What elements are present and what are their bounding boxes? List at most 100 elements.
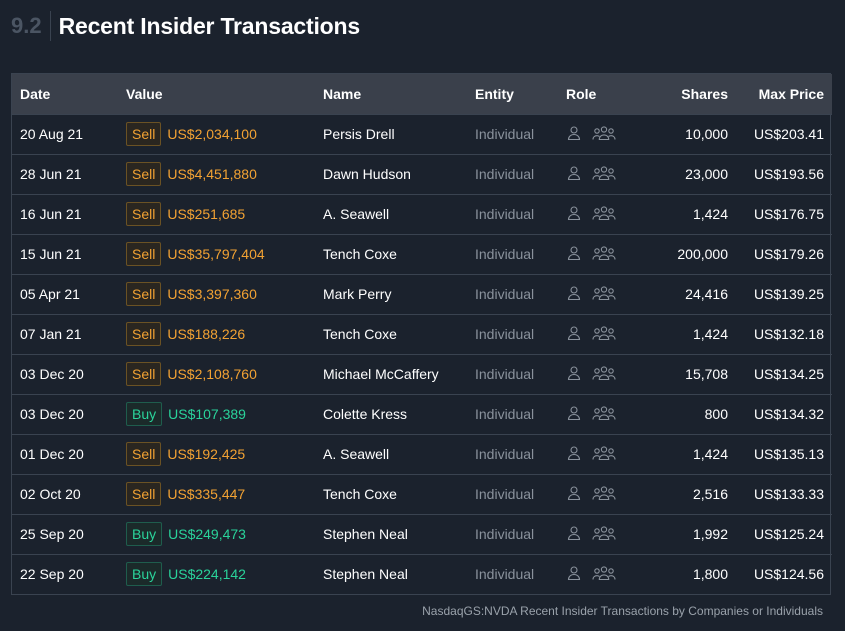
table-row[interactable]: 05 Apr 21 Sell US$3,397,360 Mark Perry Indiv… <box>12 274 832 314</box>
section-number: 9.2 <box>11 13 42 38</box>
table-row[interactable]: 20 Aug 21 Sell US$2,034,100 Persis Drell Ind… <box>12 114 832 154</box>
transaction-type-badge: Buy <box>126 562 163 587</box>
cell-max-price: US$133.33 <box>753 486 824 502</box>
cell-value: Sell US$2,108,760 <box>118 354 315 394</box>
person-icon[interactable] <box>566 125 582 141</box>
cell-date: 01 Dec 20 <box>20 446 84 462</box>
group-icon[interactable] <box>592 285 616 301</box>
cell-value: Sell US$335,447 <box>118 474 315 514</box>
column-header-name[interactable]: Name <box>323 85 362 102</box>
cell-max-price: US$124.56 <box>753 566 824 583</box>
cell-name[interactable]: Tench Coxe <box>323 246 397 262</box>
cell-role <box>558 474 656 514</box>
group-icon[interactable] <box>592 445 616 461</box>
group-icon[interactable] <box>592 365 616 381</box>
cell-shares: 1,424 <box>692 326 728 342</box>
table-row[interactable]: 07 Jan 21 Sell US$188,226 Tench Coxe Individ… <box>12 314 832 354</box>
group-icon[interactable] <box>592 405 616 421</box>
cell-date: 02 Oct 20 <box>20 486 81 502</box>
transaction-type-badge: Sell <box>126 162 162 186</box>
column-header-max-price[interactable]: Max Price <box>758 85 824 102</box>
transaction-value: US$2,034,100 <box>167 126 257 142</box>
cell-name[interactable]: Stephen Neal <box>323 526 408 542</box>
cell-name[interactable]: Stephen Neal <box>323 566 408 583</box>
cell-name[interactable]: Tench Coxe <box>323 326 397 342</box>
cell-entity: Individual <box>475 406 535 422</box>
cell-date: 22 Sep 20 <box>20 566 84 583</box>
group-icon[interactable] <box>592 165 616 181</box>
cell-entity: Individual <box>475 366 535 382</box>
transaction-type-badge: Buy <box>126 402 163 426</box>
transaction-type-badge: Sell <box>126 482 162 506</box>
cell-name[interactable]: Michael McCaffery <box>323 366 439 382</box>
person-icon[interactable] <box>566 365 582 381</box>
cell-entity: Individual <box>475 526 535 542</box>
person-icon[interactable] <box>566 405 582 421</box>
person-icon[interactable] <box>566 325 582 341</box>
table-row[interactable]: 22 Sep 20 Buy US$224,142 Stephen Neal Indivi… <box>12 554 832 594</box>
table-row[interactable]: 02 Oct 20 Sell US$335,447 Tench Coxe Individ… <box>12 474 832 514</box>
person-icon[interactable] <box>566 485 582 501</box>
table-row[interactable]: 25 Sep 20 Buy US$249,473 Stephen Neal Indivi… <box>12 514 832 554</box>
column-header-role[interactable]: Role <box>566 85 597 102</box>
transaction-value: US$251,685 <box>167 206 246 222</box>
transaction-type-badge: Sell <box>126 322 162 346</box>
table-row[interactable]: 03 Dec 20 Buy US$107,389 Colette Kress Indiv… <box>12 394 832 434</box>
cell-max-price: US$179.26 <box>753 246 824 262</box>
cell-name[interactable]: Colette Kress <box>323 406 408 422</box>
cell-max-price: US$139.25 <box>753 286 824 302</box>
column-header-shares[interactable]: Shares <box>681 85 728 102</box>
cell-name[interactable]: Tench Coxe <box>323 486 397 502</box>
cell-shares: 800 <box>704 406 728 422</box>
table-row[interactable]: 01 Dec 20 Sell US$192,425 A. Seawell Individ… <box>12 434 832 474</box>
person-icon[interactable] <box>566 165 582 181</box>
person-icon[interactable] <box>566 245 582 261</box>
group-icon[interactable] <box>592 245 616 261</box>
transaction-value: US$192,425 <box>167 446 246 462</box>
cell-role <box>558 434 656 474</box>
cell-date: 05 Apr 21 <box>20 286 80 302</box>
cell-value: Sell US$2,034,100 <box>118 114 315 154</box>
table-row[interactable]: 28 Jun 21 Sell US$4,451,880 Dawn Hudson Indi… <box>12 154 832 194</box>
person-icon[interactable] <box>566 525 582 541</box>
cell-name[interactable]: Dawn Hudson <box>323 166 411 182</box>
cell-name[interactable]: A. Seawell <box>323 206 390 222</box>
cell-name[interactable]: Persis Drell <box>323 126 395 142</box>
group-icon[interactable] <box>592 485 616 501</box>
group-icon[interactable] <box>592 325 616 341</box>
table-row[interactable]: 03 Dec 20 Sell US$2,108,760 Michael McCaffe… <box>12 354 832 394</box>
group-icon[interactable] <box>592 205 616 221</box>
group-icon[interactable] <box>592 565 616 581</box>
group-icon[interactable] <box>592 125 616 141</box>
table-row[interactable]: 15 Jun 21 Sell US$35,797,404 Tench Coxe Indi… <box>12 234 832 274</box>
person-icon[interactable] <box>566 205 582 221</box>
cell-role <box>558 234 656 274</box>
cell-name[interactable]: A. Seawell <box>323 446 390 462</box>
cell-value: Buy US$107,389 <box>118 394 315 434</box>
cell-date: 16 Jun 21 <box>20 206 82 222</box>
column-header-value[interactable]: Value <box>126 85 163 102</box>
section-header: 9.2 Recent Insider Transactions <box>11 10 360 42</box>
cell-max-price: US$203.41 <box>753 126 824 142</box>
cell-shares: 200,000 <box>677 246 728 262</box>
cell-date: 07 Jan 21 <box>20 326 82 342</box>
cell-value: Buy US$224,142 <box>118 554 315 594</box>
cell-name[interactable]: Mark Perry <box>323 286 392 302</box>
table-row[interactable]: 16 Jun 21 Sell US$251,685 A. Seawell Individ… <box>12 194 832 234</box>
insider-transactions-table: Date Value Name Entity Role Shares Max P… <box>11 73 832 595</box>
person-icon[interactable] <box>566 565 582 581</box>
cell-date: 25 Sep 20 <box>20 526 84 542</box>
group-icon[interactable] <box>592 525 616 541</box>
cell-max-price: US$135.13 <box>753 446 824 462</box>
person-icon[interactable] <box>566 445 582 461</box>
transaction-value: US$224,142 <box>168 566 246 583</box>
cell-role <box>558 274 656 314</box>
cell-role <box>558 554 656 594</box>
column-header-date[interactable]: Date <box>20 85 51 102</box>
cell-date: 03 Dec 20 <box>20 406 84 422</box>
cell-entity: Individual <box>475 486 535 502</box>
person-icon[interactable] <box>566 285 582 301</box>
transaction-value: US$2,108,760 <box>167 366 257 382</box>
cell-shares: 15,708 <box>685 366 728 382</box>
column-header-entity[interactable]: Entity <box>475 85 514 102</box>
